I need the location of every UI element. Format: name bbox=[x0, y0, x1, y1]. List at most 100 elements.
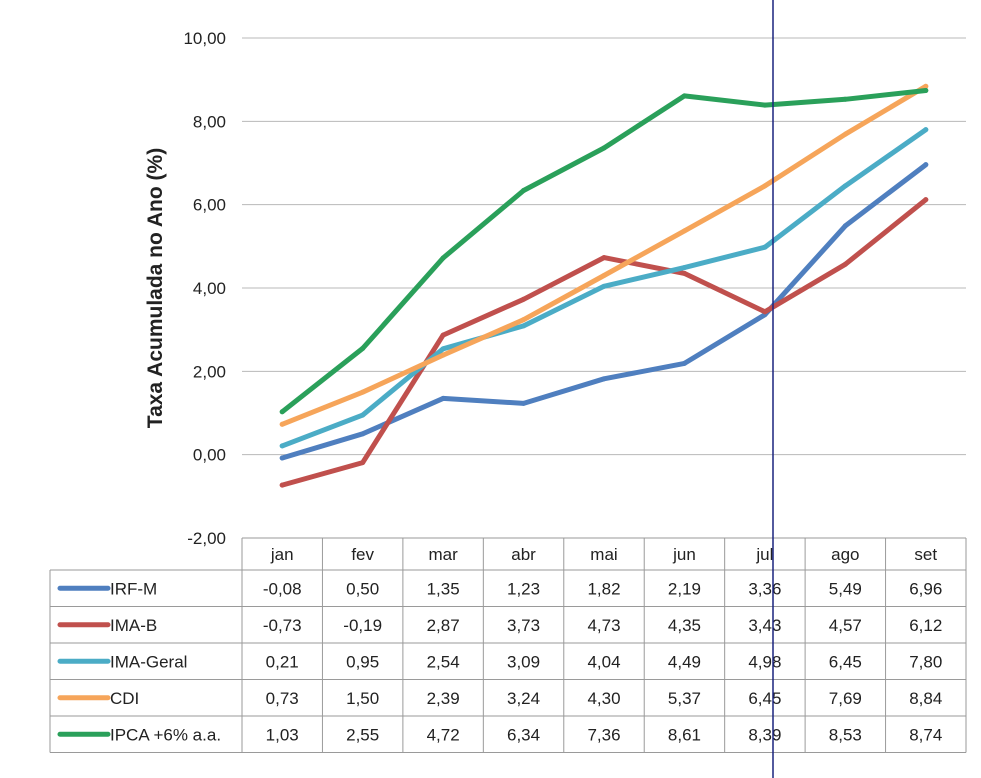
x-tick-label: mai bbox=[590, 545, 617, 564]
data-label: 4,35 bbox=[668, 616, 701, 635]
data-label: 4,72 bbox=[427, 725, 460, 744]
data-label: -0,19 bbox=[343, 616, 382, 635]
data-label: 4,49 bbox=[668, 652, 701, 671]
data-label: 7,80 bbox=[909, 652, 942, 671]
data-point bbox=[762, 102, 768, 108]
data-label: 4,30 bbox=[587, 689, 620, 708]
legend-entry: IMA-B bbox=[110, 616, 157, 635]
data-point bbox=[681, 93, 687, 99]
data-point bbox=[440, 352, 446, 358]
y-axis-label: Taxa Acumulada no Ano (%) bbox=[144, 148, 167, 428]
y-tick-label: 0,00 bbox=[193, 446, 226, 465]
y-tick-label: 4,00 bbox=[193, 279, 226, 298]
data-label: 2,55 bbox=[346, 725, 379, 744]
series-lines bbox=[279, 83, 929, 488]
x-tick-label: ago bbox=[831, 545, 859, 564]
data-point bbox=[842, 183, 848, 189]
data-label: 3,36 bbox=[748, 579, 781, 598]
data-point bbox=[762, 309, 768, 315]
data-point bbox=[360, 345, 366, 351]
data-point bbox=[279, 482, 285, 488]
data-label: 6,45 bbox=[748, 689, 781, 708]
data-point bbox=[440, 346, 446, 352]
data-label: 8,61 bbox=[668, 725, 701, 744]
data-point bbox=[923, 197, 929, 203]
data-point bbox=[521, 296, 527, 302]
y-tick-label: 6,00 bbox=[193, 196, 226, 215]
data-point bbox=[521, 323, 527, 329]
y-tick-label: 8,00 bbox=[193, 112, 226, 131]
data-point bbox=[601, 145, 607, 151]
data-label: 4,04 bbox=[587, 652, 620, 671]
data-label: 4,73 bbox=[587, 616, 620, 635]
data-label: 1,50 bbox=[346, 689, 379, 708]
data-label: 3,24 bbox=[507, 689, 540, 708]
data-point bbox=[360, 431, 366, 437]
y-axis-ticks: -2,00 0,00 2,00 4,00 6,00 8,00 10,00 bbox=[183, 29, 226, 548]
data-label: 1,23 bbox=[507, 579, 540, 598]
data-point bbox=[279, 421, 285, 427]
data-point bbox=[521, 400, 527, 406]
data-point bbox=[360, 460, 366, 466]
x-tick-label: jun bbox=[672, 545, 696, 564]
data-label: 8,53 bbox=[829, 725, 862, 744]
data-point bbox=[279, 455, 285, 461]
data-label: -0,73 bbox=[263, 616, 302, 635]
data-point bbox=[601, 283, 607, 289]
y-tick-label: -2,00 bbox=[187, 529, 226, 548]
data-point bbox=[923, 83, 929, 89]
data-point bbox=[601, 376, 607, 382]
x-tick-label: jan bbox=[270, 545, 294, 564]
data-point bbox=[440, 255, 446, 261]
x-tick-label: jul bbox=[755, 545, 773, 564]
data-point bbox=[521, 188, 527, 193]
legend-entry: IPCA +6% a.a. bbox=[110, 725, 221, 744]
data-label: 4,98 bbox=[748, 652, 781, 671]
data-label: 6,45 bbox=[829, 652, 862, 671]
data-point bbox=[681, 360, 687, 366]
data-point bbox=[601, 273, 607, 278]
data-label: 4,57 bbox=[829, 616, 862, 635]
data-label: 3,43 bbox=[748, 616, 781, 635]
data-point bbox=[681, 270, 687, 276]
data-point bbox=[681, 265, 687, 271]
data-label: 0,73 bbox=[266, 689, 299, 708]
data-label: 3,73 bbox=[507, 616, 540, 635]
data-label: 7,36 bbox=[587, 725, 620, 744]
data-point bbox=[279, 409, 285, 415]
x-tick-label: mar bbox=[428, 545, 458, 564]
data-label: 1,35 bbox=[427, 579, 460, 598]
data-label: 6,12 bbox=[909, 616, 942, 635]
y-tick-label: 2,00 bbox=[193, 362, 226, 381]
data-point bbox=[440, 332, 446, 338]
legend-entry: IMA-Geral bbox=[110, 652, 187, 671]
data-point bbox=[279, 443, 285, 449]
data-point bbox=[601, 255, 607, 261]
data-label: 0,95 bbox=[346, 652, 379, 671]
data-point bbox=[681, 228, 687, 234]
data-label: 2,87 bbox=[427, 616, 460, 635]
data-label: 2,54 bbox=[427, 652, 460, 671]
legend-entry: CDI bbox=[110, 689, 139, 708]
data-point bbox=[762, 244, 768, 250]
data-point bbox=[842, 261, 848, 267]
data-label: -0,08 bbox=[263, 579, 302, 598]
data-label: 8,74 bbox=[909, 725, 942, 744]
data-table: jan fev mar abr mai jun jul ago set IRF-M -0,08 0,5… bbox=[49, 537, 967, 753]
data-label: 0,21 bbox=[266, 652, 299, 671]
data-label: 5,37 bbox=[668, 689, 701, 708]
data-label: 0,50 bbox=[346, 579, 379, 598]
data-point bbox=[842, 96, 848, 102]
x-tick-label: fev bbox=[351, 545, 374, 564]
data-point bbox=[521, 317, 527, 323]
data-label: 1,03 bbox=[266, 725, 299, 744]
data-point bbox=[762, 183, 768, 189]
data-point bbox=[440, 395, 446, 401]
data-label: 1,82 bbox=[587, 579, 620, 598]
data-point bbox=[923, 88, 929, 93]
data-label: 8,39 bbox=[748, 725, 781, 744]
data-point bbox=[360, 412, 366, 418]
data-label: 2,39 bbox=[427, 689, 460, 708]
data-point bbox=[923, 162, 929, 168]
